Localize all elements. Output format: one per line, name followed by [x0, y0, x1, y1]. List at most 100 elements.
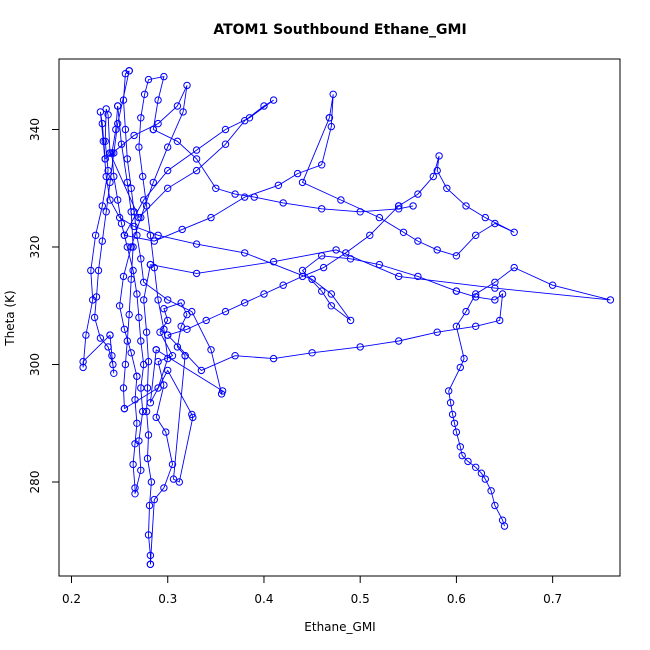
data-point [145, 501, 154, 510]
data-point [160, 484, 168, 492]
data-point [450, 419, 459, 427]
data-point [192, 240, 201, 248]
data-point [477, 469, 486, 477]
data-point [274, 181, 283, 190]
data-point [125, 67, 133, 75]
data-point [472, 322, 480, 330]
data-point [117, 219, 126, 228]
x-tick-label: 0.2 [62, 592, 81, 606]
data-point [481, 213, 489, 222]
data-point [221, 140, 230, 148]
series-lines [82, 70, 611, 565]
data-point [192, 166, 201, 175]
data-point [110, 149, 118, 157]
data-point [414, 190, 422, 198]
x-tick-label: 0.6 [447, 592, 466, 606]
data-point [154, 231, 162, 240]
data-point [144, 431, 153, 439]
data-point [395, 272, 403, 281]
data-point [241, 299, 249, 307]
data-point [452, 428, 461, 436]
data-point [130, 222, 138, 231]
data-point [127, 208, 135, 216]
data-point [279, 199, 287, 207]
x-tick-label: 0.3 [158, 592, 177, 606]
data-point [102, 172, 110, 181]
data-point [472, 231, 480, 240]
data-point [130, 131, 138, 140]
data-point [108, 149, 116, 157]
data-point [79, 357, 87, 366]
data-point [90, 313, 99, 322]
data-point [94, 266, 103, 275]
data-point [135, 437, 143, 445]
data-point [127, 275, 135, 283]
data-point [366, 231, 374, 240]
data-point [491, 501, 499, 510]
data-point [327, 122, 335, 131]
data-point [123, 337, 132, 345]
data-point [120, 404, 129, 413]
data-point [452, 287, 461, 295]
data-point [125, 310, 133, 319]
data-point [127, 349, 135, 357]
data-point [102, 208, 110, 216]
data-point [108, 352, 116, 360]
data-point [183, 81, 191, 90]
data-point [123, 155, 132, 163]
x-axis-label: Ethane_GMI [304, 620, 375, 634]
data-point [98, 119, 107, 128]
data-point [152, 413, 160, 422]
data-point [250, 193, 259, 201]
data-point [217, 390, 226, 398]
data-point [154, 96, 162, 104]
data-point [177, 322, 185, 330]
data-point [221, 307, 230, 316]
data-point [137, 213, 145, 222]
data-point [429, 172, 437, 181]
data-point [137, 255, 145, 263]
data-point [395, 205, 403, 213]
data-point [218, 387, 227, 395]
series-line-1 [150, 249, 611, 527]
data-point [96, 334, 105, 342]
data-point [152, 346, 160, 354]
data-point [346, 316, 355, 325]
data-point [115, 302, 124, 310]
data-point [121, 360, 130, 369]
data-point [106, 331, 114, 339]
data-point [327, 290, 335, 298]
data-point [140, 278, 148, 286]
data-point [183, 325, 191, 333]
data-point [146, 399, 155, 407]
data-point [164, 143, 172, 151]
data-point [130, 208, 138, 216]
data-point [192, 155, 201, 163]
data-point [433, 166, 441, 175]
data-point [318, 205, 326, 213]
data-point [231, 352, 239, 360]
data-point [137, 337, 145, 345]
series-line-15 [104, 85, 188, 377]
data-point [104, 343, 112, 351]
data-point [452, 252, 461, 260]
data-point [146, 560, 155, 568]
data-point [123, 178, 132, 187]
y-tick-label: 340 [28, 118, 42, 141]
data-point [96, 108, 105, 116]
data-point [133, 231, 141, 240]
data-point [241, 249, 249, 257]
data-point [188, 410, 196, 419]
data-point [409, 202, 417, 210]
data-point [308, 275, 316, 283]
series-line-18 [124, 76, 169, 409]
data-point [98, 202, 107, 210]
data-point [129, 460, 137, 469]
data-point [173, 137, 182, 146]
data-point [139, 172, 147, 181]
data-point [150, 237, 159, 245]
data-point [452, 322, 461, 330]
data-point [279, 281, 287, 289]
data-point [202, 316, 210, 325]
data-point [87, 266, 95, 275]
